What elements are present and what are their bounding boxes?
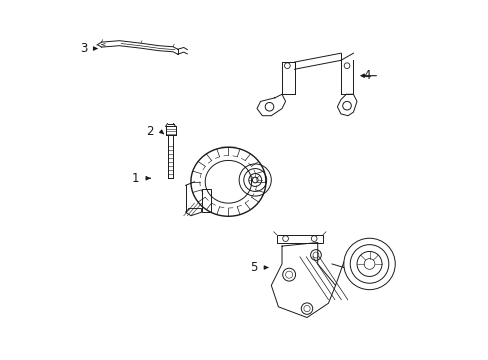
Text: 4: 4: [363, 69, 370, 82]
Text: 1: 1: [131, 172, 139, 185]
Text: 3: 3: [81, 42, 88, 55]
Bar: [276, 235, 323, 243]
Text: 2: 2: [145, 125, 153, 138]
Bar: [201, 189, 210, 212]
Text: 5: 5: [249, 261, 257, 274]
